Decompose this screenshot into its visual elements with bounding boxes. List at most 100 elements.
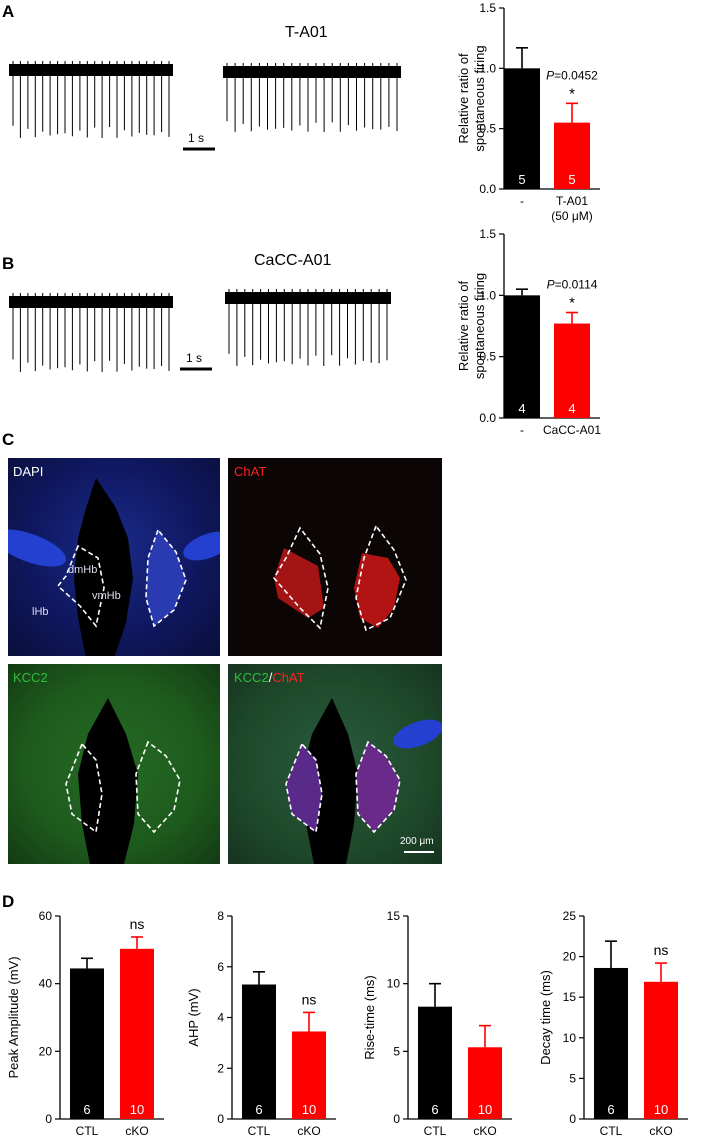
y-tick-label: 4 [217,1011,224,1025]
trace-a-drug [223,63,401,132]
y-axis-label: Peak Amplitude (mV) [6,956,21,1078]
label-lhb: lHb [32,606,49,618]
y-tick-label: 60 [39,909,53,923]
bar-chart-decay-time: 0 5 10 15 20 25 Decay time (ms) 6 CTL 10 cKO ns [538,909,688,1138]
y-tick-label: 0.5 [479,350,496,364]
trace-spikes [12,61,170,138]
bar-chart-ahp: 0 2 4 6 8 AHP (mV) 6 CTL 10 cKO ns [186,909,336,1138]
trace-baseline [223,66,401,78]
y-tick-label: 10 [387,977,401,991]
scale-bar-label: 200 μm [400,836,434,847]
n-label: 6 [83,1102,90,1117]
y-tick-label: 5 [393,1044,400,1058]
category-label: - [520,194,524,208]
y-tick-label: 0.0 [479,182,496,196]
y-tick-label: 0 [45,1112,52,1126]
merge-outline-left [285,742,323,834]
trace-b-drug [225,289,391,366]
trace-title-a: T-A01 [285,24,328,41]
trace-baseline [9,296,173,308]
significance-label: * [569,85,575,102]
panel-letter-d: D [2,892,15,911]
bar [644,981,678,1119]
label-merge-chat: ChAT [272,670,305,685]
y-tick-label: 0 [217,1112,224,1126]
n-label: 4 [518,401,525,416]
y-tick-label: 15 [387,909,401,923]
merge-tract [393,719,442,749]
trace-a-control [9,61,173,138]
p-value: P=0.0114 [547,278,598,292]
micrograph-kcc2: KCC2 [8,664,220,864]
category-label: CTL [248,1124,271,1138]
y-tick-label: 20 [39,1044,53,1058]
n-label: 4 [568,401,575,416]
label-dmhb: dmHb [68,564,98,576]
category-label: cKO [125,1124,148,1138]
category-label: cKO [649,1124,672,1138]
chat-outline-left [273,526,329,630]
tract-left [8,529,67,567]
category-label: cKO [473,1124,496,1138]
y-tick-label: 0.5 [479,122,496,136]
bar [418,1006,452,1119]
category-label: CTL [76,1124,99,1138]
bar [292,1031,326,1119]
y-tick-label: 1.0 [479,288,496,302]
habenula-outline-right [145,528,187,628]
bar [504,295,540,418]
habenula-outline-left [56,544,105,628]
micrograph-chat: ChAT [228,458,442,656]
label-vmhb: vmHb [92,590,121,602]
category-label: CTL [424,1124,447,1138]
n-label: 6 [255,1102,262,1117]
scale-label-b: 1 s [186,351,202,365]
trace-spikes [226,63,398,132]
merge-outline-right [355,740,401,834]
y-tick-label: 10 [563,1031,577,1045]
ventricle-shape [74,478,133,656]
n-label: 6 [607,1102,614,1117]
category-label: cKO [297,1124,320,1138]
kcc2-outline-left [65,742,103,834]
bar [120,948,154,1119]
chat-signal-right [354,553,400,628]
label-dapi: DAPI [13,464,44,479]
y-axis-label: Relative ratio of [456,53,471,144]
trace-spikes [228,289,388,366]
y-tick-label: 20 [563,950,577,964]
y-axis-label: Decay time (ms) [538,970,553,1065]
y-tick-label: 1.5 [479,1,496,15]
bar [468,1047,502,1119]
panel-letter-a: A [2,2,15,21]
y-tick-label: 0 [569,1112,576,1126]
bar [242,984,276,1119]
firing-traces: 1 s 1 s [9,61,401,372]
category-label: T-A01 [556,194,588,208]
label-merge-slash: / [268,670,273,685]
bar [504,68,540,189]
n-label: 5 [568,172,575,187]
category-sublabel: (50 μM) [551,209,593,223]
y-tick-label: 0.0 [479,411,496,425]
category-label: CaCC-A01 [543,423,601,437]
n-label: 10 [130,1102,144,1117]
bar [594,967,628,1119]
y-axis-label: spontaneous firing [472,273,487,379]
bar [554,323,590,418]
significance-label: ns [130,916,145,932]
label-chat: ChAT [234,464,267,479]
micrograph-dapi: DAPI dmHb vmHb lHb [8,458,220,656]
y-axis-label: AHP (mV) [186,988,201,1046]
n-label: 5 [518,172,525,187]
chat-outline-right [355,524,407,632]
y-tick-label: 0 [393,1112,400,1126]
bar-chart-rise-time: 0 5 10 15 Rise-time (ms) 6 CTL 10 cKO [362,909,512,1138]
panel-letter-c: C [2,430,15,449]
n-label: 6 [431,1102,438,1117]
y-tick-label: 6 [217,960,224,974]
y-tick-label: 40 [39,977,53,991]
y-axis-label: spontaneous firing [472,45,487,151]
y-tick-label: 5 [569,1071,576,1085]
chat-signal-left [274,548,324,618]
